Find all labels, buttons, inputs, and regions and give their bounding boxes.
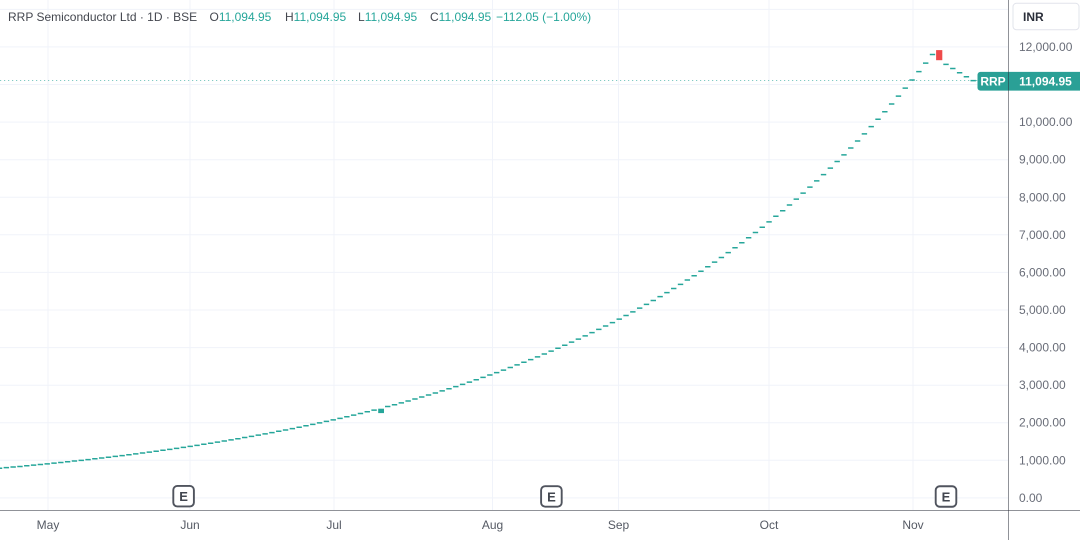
svg-text:1,000.00: 1,000.00 — [1019, 453, 1066, 467]
svg-text:E: E — [942, 490, 951, 505]
svg-text:RRP Semiconductor Ltd · 1D · B: RRP Semiconductor Ltd · 1D · BSE O11,094.… — [8, 10, 591, 24]
svg-text:INR: INR — [1023, 10, 1044, 24]
svg-text:E: E — [179, 489, 188, 504]
svg-text:RRP: RRP — [980, 75, 1005, 89]
svg-text:Jun: Jun — [180, 518, 199, 532]
svg-text:0.00: 0.00 — [1019, 491, 1043, 505]
svg-text:May: May — [37, 518, 60, 532]
svg-text:Nov: Nov — [902, 518, 923, 532]
svg-text:Jul: Jul — [326, 518, 341, 532]
svg-text:12,000.00: 12,000.00 — [1019, 40, 1073, 54]
svg-text:E: E — [547, 489, 556, 504]
svg-text:6,000.00: 6,000.00 — [1019, 265, 1066, 279]
svg-text:3,000.00: 3,000.00 — [1019, 378, 1066, 392]
svg-text:10,000.00: 10,000.00 — [1019, 115, 1073, 129]
svg-text:2,000.00: 2,000.00 — [1019, 416, 1066, 430]
svg-text:7,000.00: 7,000.00 — [1019, 228, 1066, 242]
svg-text:8,000.00: 8,000.00 — [1019, 190, 1066, 204]
svg-text:11,094.95: 11,094.95 — [1019, 75, 1072, 89]
svg-text:Sep: Sep — [608, 518, 630, 532]
svg-text:4,000.00: 4,000.00 — [1019, 341, 1066, 355]
svg-text:9,000.00: 9,000.00 — [1019, 153, 1066, 167]
svg-text:Aug: Aug — [482, 518, 503, 532]
svg-text:5,000.00: 5,000.00 — [1019, 303, 1066, 317]
svg-text:Oct: Oct — [760, 518, 779, 532]
